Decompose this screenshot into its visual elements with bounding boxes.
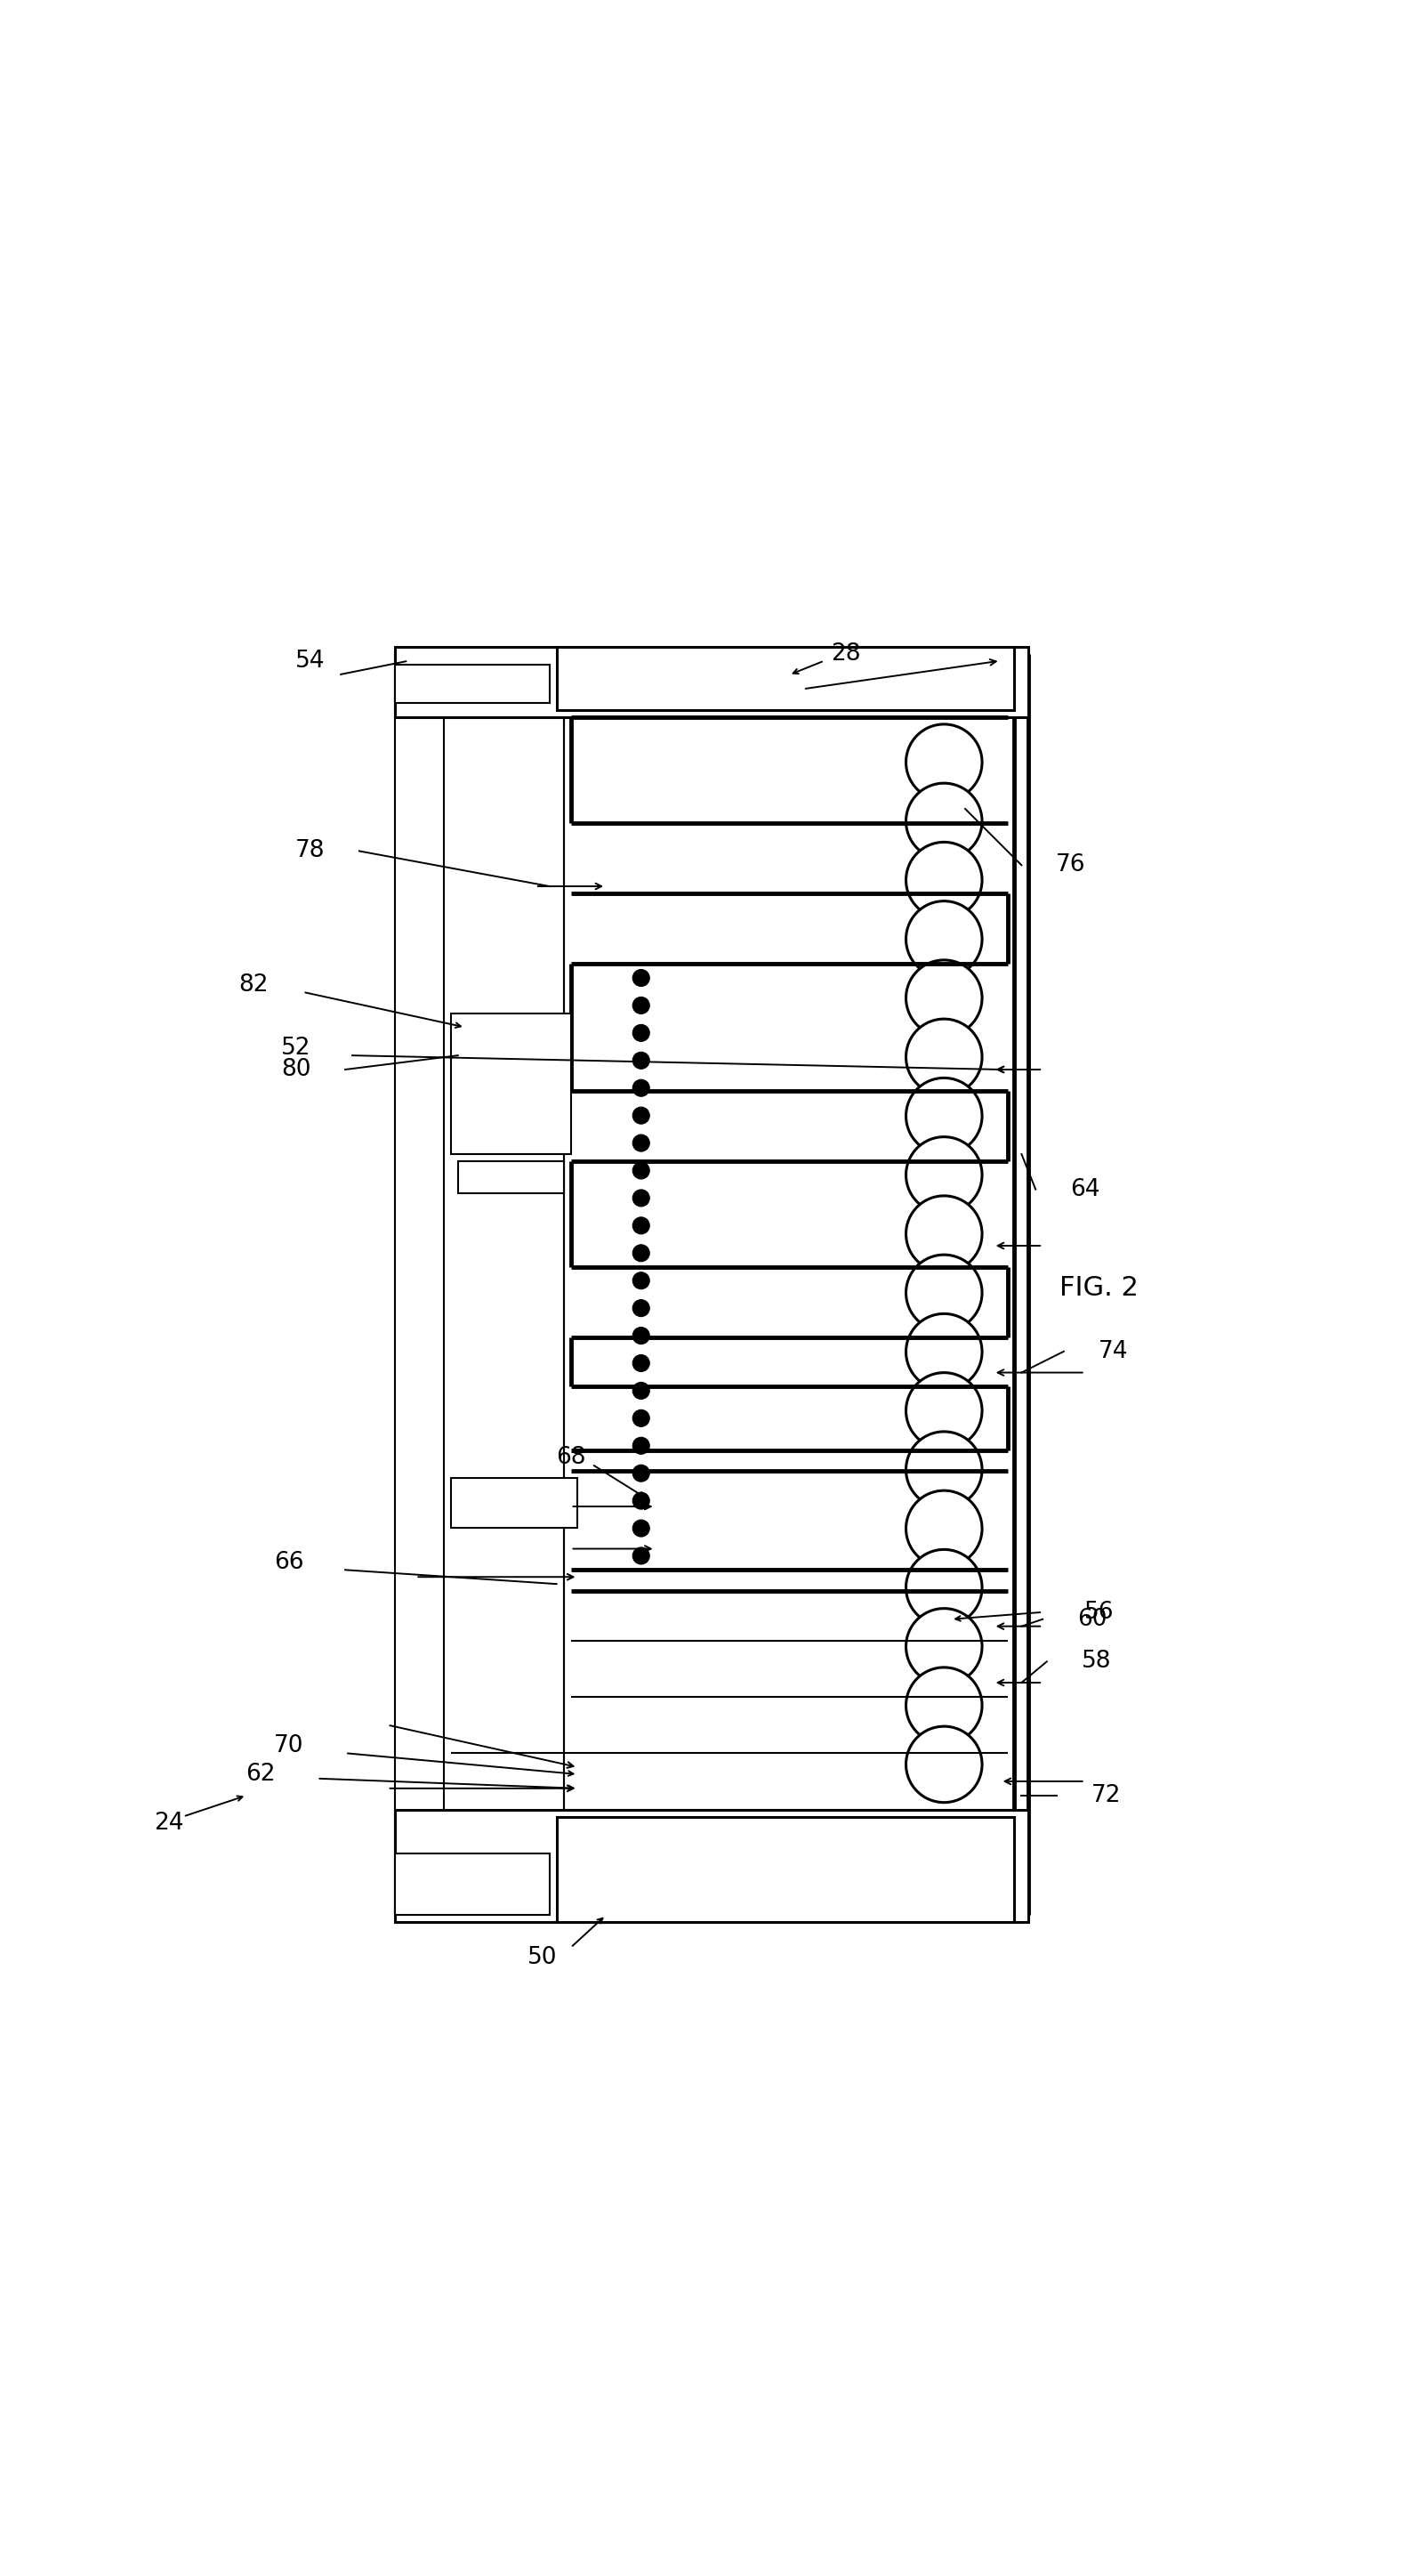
Bar [395,647,1029,716]
Text: 72: 72 [1091,1783,1122,1806]
Circle shape [633,1327,650,1345]
Circle shape [633,1301,650,1316]
Circle shape [633,969,650,987]
Circle shape [633,1079,650,1097]
Text: 78: 78 [294,840,325,863]
Circle shape [633,1244,650,1262]
Circle shape [906,961,982,1036]
Circle shape [633,1409,650,1427]
Circle shape [633,1383,650,1399]
Circle shape [906,1667,982,1744]
Circle shape [633,997,650,1015]
Circle shape [633,1133,650,1151]
Circle shape [633,1216,650,1234]
Text: 50: 50 [527,1945,558,1968]
Text: 52: 52 [280,1036,311,1059]
Circle shape [633,1190,650,1206]
Circle shape [633,1520,650,1538]
Bar [451,1012,571,1154]
Bar [557,1816,1014,1922]
Text: 66: 66 [273,1551,304,1574]
Text: 64: 64 [1069,1177,1100,1200]
Text: 68: 68 [555,1445,586,1468]
Circle shape [906,1726,982,1803]
Text: 76: 76 [1055,853,1086,876]
Circle shape [633,1492,650,1510]
Circle shape [906,1314,982,1391]
Circle shape [633,1355,650,1370]
Text: 70: 70 [273,1734,304,1757]
Circle shape [906,902,982,976]
Circle shape [633,1051,650,1069]
Bar [395,1808,1029,1922]
Circle shape [906,1195,982,1273]
Text: 74: 74 [1098,1340,1129,1363]
Bar [395,665,550,703]
Circle shape [906,1492,982,1566]
Circle shape [906,783,982,860]
Text: 28: 28 [831,641,861,665]
Bar [451,1479,578,1528]
Circle shape [906,724,982,801]
Circle shape [633,1548,650,1564]
Bar [395,1852,550,1914]
Circle shape [633,1162,650,1180]
Circle shape [633,1437,650,1455]
Text: FIG. 2: FIG. 2 [1060,1275,1138,1301]
Circle shape [633,1273,650,1288]
Circle shape [906,1136,982,1213]
Text: 54: 54 [294,649,325,672]
Circle shape [906,1020,982,1095]
Text: 24: 24 [154,1811,185,1834]
Bar [557,647,1014,711]
Circle shape [906,1432,982,1507]
Text: 56: 56 [1084,1600,1115,1623]
Text: 58: 58 [1081,1651,1112,1672]
Text: 60: 60 [1076,1607,1107,1631]
Circle shape [633,1025,650,1041]
Bar [458,1162,564,1193]
Circle shape [633,1466,650,1481]
Text: 80: 80 [280,1059,311,1082]
Bar [564,716,1014,1808]
Circle shape [906,842,982,917]
Circle shape [906,1255,982,1332]
Circle shape [906,1373,982,1448]
Circle shape [906,1551,982,1625]
Text: 82: 82 [238,974,269,997]
Circle shape [906,1077,982,1154]
Circle shape [906,1607,982,1685]
Text: 62: 62 [245,1762,276,1785]
Circle shape [633,1108,650,1123]
